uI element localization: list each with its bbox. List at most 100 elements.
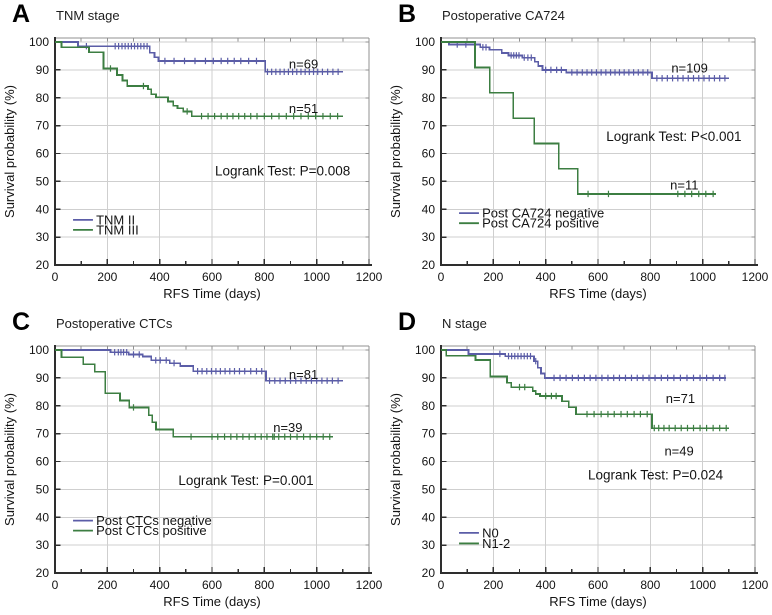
legend-label: N0 — [482, 525, 499, 540]
y-tick-label: 60 — [36, 455, 50, 469]
logrank-annotation: Logrank Test: P=0.001 — [178, 473, 313, 488]
y-tick-label: 60 — [36, 147, 50, 161]
y-tick-label: 90 — [36, 371, 50, 385]
legend-label: Post CTCs negative — [96, 513, 212, 528]
x-tick-label: 1000 — [689, 578, 716, 592]
x-tick-label: 0 — [52, 270, 59, 284]
y-tick-label: 50 — [422, 174, 436, 188]
x-tick-label: 200 — [483, 578, 503, 592]
panel-a-header: A TNM stage — [0, 0, 386, 34]
km-plot-b: 0 200 400 600 800 1000 1200 20 30 40 50 60 70 80 90 100… — [386, 0, 772, 307]
x-tick-label: 1200 — [742, 270, 769, 284]
survival-curve — [441, 41, 729, 80]
y-tick-label: 40 — [36, 202, 50, 216]
y-tick-label: 20 — [36, 566, 50, 580]
sample-size-label: n=69 — [289, 56, 318, 71]
panel-c: 0 200 400 600 800 1000 1200 20 30 40 50 60 70 80 90 100… — [0, 308, 386, 615]
legend-label: TNM III — [96, 222, 139, 237]
km-plot-svg: 0 200 400 600 800 1000 1200 20 30 40 50 60 70 80 90 100… — [0, 0, 386, 307]
km-plot-svg: 0 200 400 600 800 1000 1200 20 30 40 50 60 70 80 90 100… — [386, 308, 772, 615]
y-tick-label: 90 — [36, 63, 50, 77]
y-tick-label: 50 — [422, 482, 436, 496]
censor-ticks — [587, 190, 714, 198]
x-tick-label: 200 — [97, 270, 117, 284]
survival-curve — [441, 41, 716, 195]
x-tick-label: 200 — [483, 270, 503, 284]
x-tick-label: 1000 — [689, 270, 716, 284]
y-tick-label: 40 — [422, 510, 436, 524]
y-tick-label: 100 — [415, 343, 435, 357]
survival-curve — [55, 349, 333, 438]
y-tick-label: 70 — [36, 427, 50, 441]
x-tick-label: 600 — [202, 578, 222, 592]
axis-ticks — [441, 349, 756, 574]
x-axis-label: RFS Time (days) — [163, 286, 261, 301]
gridlines — [55, 38, 370, 265]
legend-label: Post CTCs positive — [96, 523, 207, 538]
x-axis-label: RFS Time (days) — [549, 594, 647, 609]
sample-size-label: n=49 — [664, 444, 693, 459]
panel-letter: A — [12, 0, 31, 28]
censor-ticks — [499, 350, 726, 382]
panel-title: TNM stage — [56, 8, 120, 23]
y-tick-label: 30 — [422, 538, 436, 552]
x-tick-label: 400 — [150, 270, 170, 284]
y-tick-label: 60 — [422, 147, 436, 161]
km-plot-svg: 0 200 400 600 800 1000 1200 20 30 40 50 60 70 80 90 100… — [0, 308, 386, 615]
x-tick-label: 200 — [97, 578, 117, 592]
y-tick-label: 90 — [422, 63, 436, 77]
panel-title: Postoperative CA724 — [442, 8, 565, 23]
y-axis-label: Survival probability (%) — [388, 393, 403, 526]
censor-ticks — [456, 41, 726, 82]
plot-box-light — [55, 345, 370, 574]
x-tick-label: 600 — [588, 270, 608, 284]
panel-letter: D — [398, 308, 417, 336]
x-tick-label: 0 — [438, 578, 445, 592]
km-plot-a: 0 200 400 600 800 1000 1200 20 30 40 50 60 70 80 90 100… — [0, 0, 386, 307]
legend-label: Post CA724 negative — [482, 206, 604, 221]
panel-b-header: B Postoperative CA724 — [386, 0, 772, 34]
legend-label: TNM II — [96, 212, 135, 227]
censor-ticks — [85, 42, 339, 76]
y-tick-label: 40 — [36, 510, 50, 524]
legend-label: Post CA724 positive — [482, 216, 599, 231]
survival-curve — [441, 349, 729, 429]
y-tick-label: 20 — [36, 258, 50, 272]
censor-ticks — [114, 349, 339, 384]
legend-label: N1-2 — [482, 536, 510, 551]
sample-size-label: n=39 — [273, 420, 302, 435]
x-tick-label: 800 — [640, 578, 660, 592]
km-plot-d: 0 200 400 600 800 1000 1200 20 30 40 50 60 70 80 90 100… — [386, 308, 772, 615]
y-axis-label: Survival probability (%) — [388, 85, 403, 218]
km-plot-c: 0 200 400 600 800 1000 1200 20 30 40 50 60 70 80 90 100… — [0, 308, 386, 615]
x-axis-label: RFS Time (days) — [163, 594, 261, 609]
x-tick-label: 1200 — [742, 578, 769, 592]
y-tick-label: 30 — [36, 230, 50, 244]
panel-a: 0 200 400 600 800 1000 1200 20 30 40 50 60 70 80 90 100… — [0, 0, 386, 308]
y-tick-label: 50 — [36, 174, 50, 188]
x-tick-label: 1200 — [356, 578, 383, 592]
y-tick-label: 70 — [422, 427, 436, 441]
x-tick-label: 800 — [640, 270, 660, 284]
sample-size-label: n=109 — [671, 60, 708, 75]
plot-box-light — [441, 37, 756, 266]
logrank-annotation: Logrank Test: P=0.008 — [215, 164, 350, 179]
x-tick-label: 0 — [52, 578, 59, 592]
panel-title: Postoperative CTCs — [56, 316, 173, 331]
y-tick-label: 80 — [36, 399, 50, 413]
survival-curve — [55, 41, 343, 73]
panel-b: 0 200 400 600 800 1000 1200 20 30 40 50 60 70 80 90 100… — [386, 0, 772, 308]
x-tick-label: 400 — [536, 270, 556, 284]
y-tick-label: 80 — [36, 91, 50, 105]
y-axis-label: Survival probability (%) — [2, 393, 17, 526]
x-tick-label: 1000 — [303, 578, 330, 592]
plot-box-light — [55, 37, 370, 266]
y-axis-label: Survival probability (%) — [2, 85, 17, 218]
x-axis-label: RFS Time (days) — [549, 286, 647, 301]
x-tick-label: 400 — [150, 578, 170, 592]
y-tick-label: 80 — [422, 399, 436, 413]
panel-letter: C — [12, 308, 31, 336]
